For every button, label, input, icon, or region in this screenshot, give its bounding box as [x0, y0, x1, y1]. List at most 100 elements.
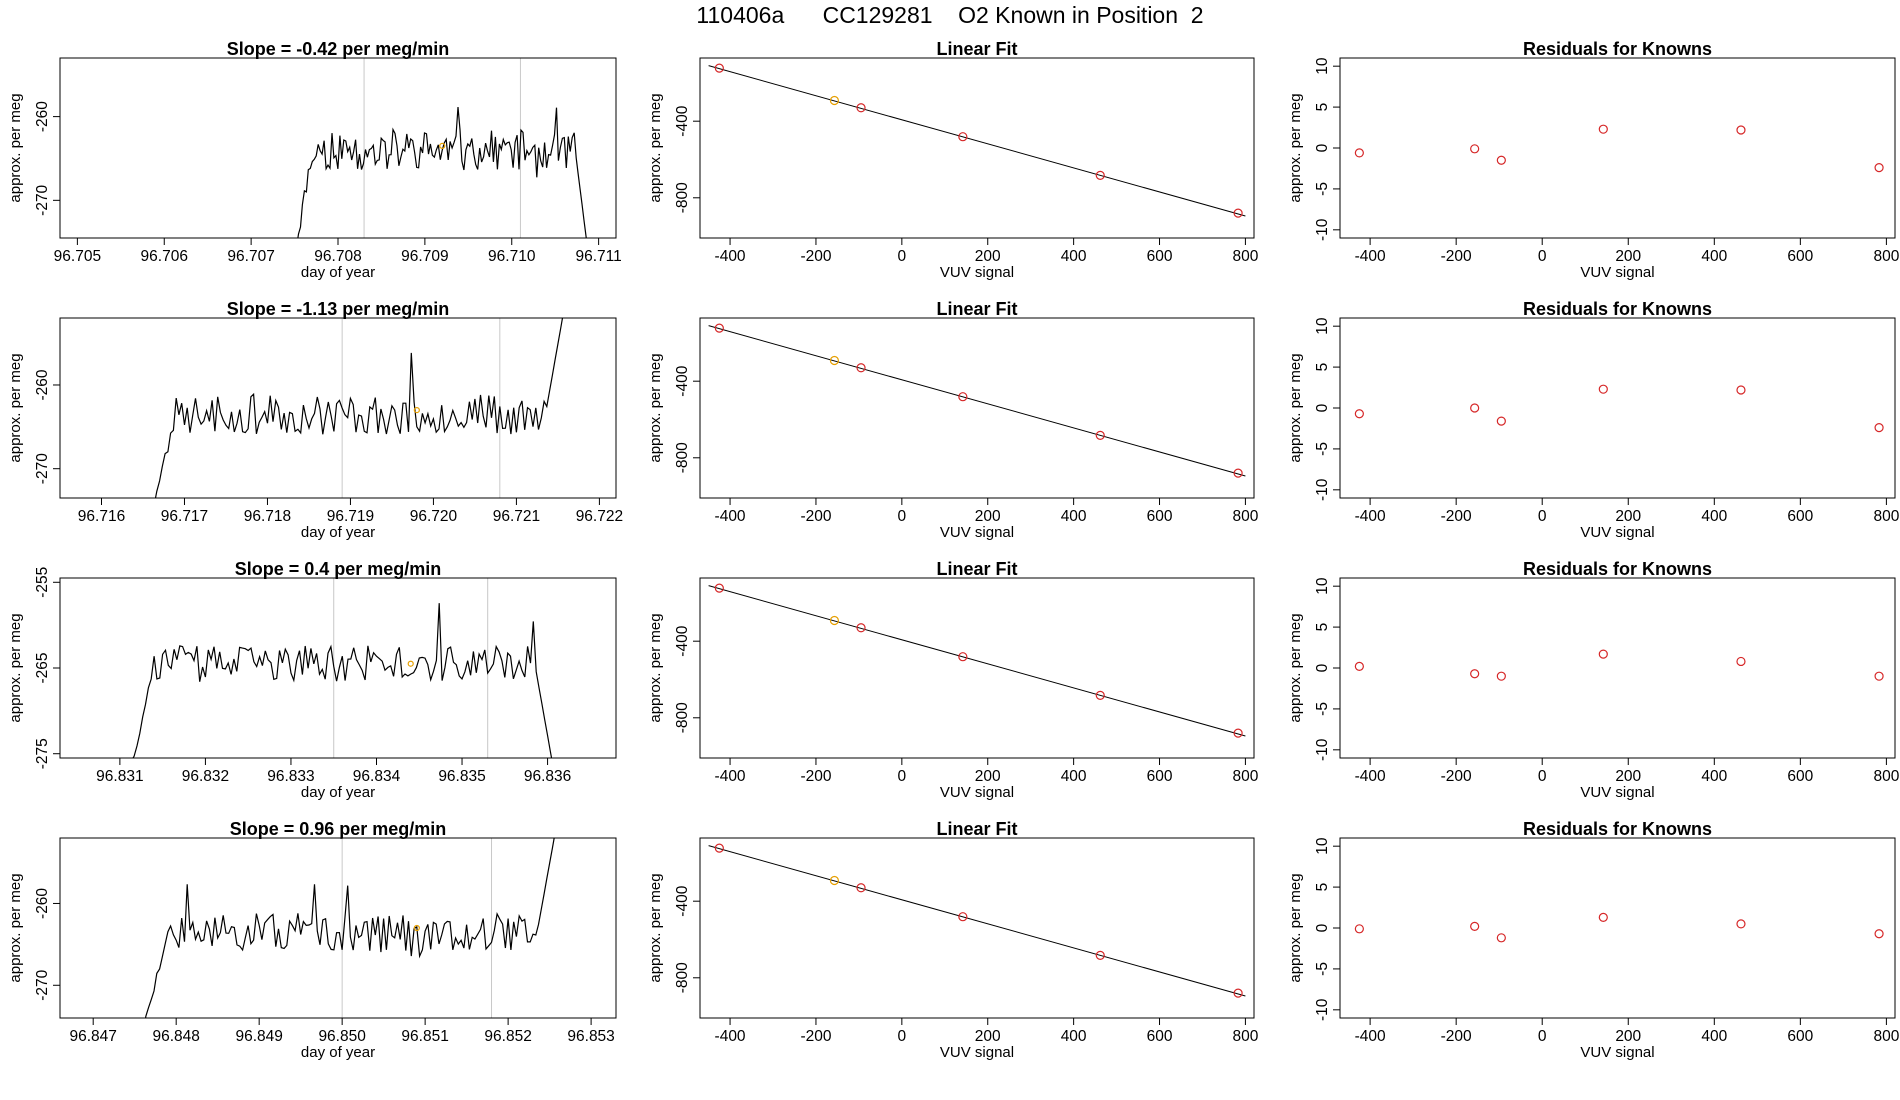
data-point [1470, 403, 1480, 413]
x-tick-label: 96.718 [244, 508, 291, 525]
x-tick-label: -400 [1355, 508, 1386, 525]
x-tick-label: 0 [1538, 248, 1547, 265]
y-tick-label: 0 [1314, 923, 1331, 932]
data-point [714, 583, 724, 593]
panel-r2-c3: Residuals for Knowns -400 -200 0 200 400 600 80… [1287, 299, 1900, 541]
plot-frame [1339, 317, 1896, 499]
data-point [856, 883, 866, 893]
data-point [1496, 416, 1506, 426]
x-axis-label: day of year [301, 1044, 375, 1061]
y-tick-label: -800 [674, 442, 691, 473]
x-tick-label: -400 [1355, 1028, 1386, 1045]
plot-frame [59, 317, 617, 499]
x-tick-label: 96.711 [575, 248, 621, 265]
data-point [829, 875, 840, 886]
panel-r3-c3: Residuals for Knowns -400 -200 0 200 400 600 80… [1287, 559, 1900, 801]
y-axis-label: approx. per meg [7, 93, 24, 202]
x-tick-label: 96.716 [78, 508, 125, 525]
data-point [714, 63, 724, 73]
y-tick-label: -10 [1314, 218, 1331, 241]
x-tick-label: 96.848 [152, 1028, 199, 1045]
y-tick-label: 10 [1314, 837, 1331, 855]
data-point [856, 623, 866, 633]
data-point [1095, 430, 1105, 440]
x-axis-label: VUV signal [940, 1044, 1014, 1061]
y-tick-label: -265 [34, 652, 51, 683]
y-tick-label: 5 [1314, 623, 1331, 632]
x-tick-label: 600 [1147, 248, 1173, 265]
page-title: 110406a CC129281 O2 Known in Position 2 [696, 2, 1204, 28]
plot-frame [699, 837, 1255, 1019]
y-tick-label: -260 [34, 101, 51, 132]
panel-title: Linear Fit [936, 819, 1017, 839]
data-point [1874, 423, 1884, 433]
y-axis-label: approx. per meg [1287, 873, 1304, 982]
y-axis-label: approx. per meg [1287, 93, 1304, 202]
y-tick-label: -10 [1314, 478, 1331, 501]
plot-frame [699, 317, 1255, 499]
x-tick-label: 96.836 [524, 768, 571, 785]
data-point [829, 95, 840, 106]
x-tick-label: 200 [1615, 508, 1641, 525]
data-point [1736, 385, 1746, 395]
panel-r4-c2: Linear Fit -400 -200 0 200 400 600 800 -400 -800 V… [647, 819, 1259, 1061]
highlight-point [413, 924, 420, 932]
x-tick-label: 200 [1615, 248, 1641, 265]
fit-line [708, 845, 1246, 997]
x-axis-label: VUV signal [1580, 784, 1654, 801]
panel-r3-c2: Linear Fit -400 -200 0 200 400 600 800 -400 -800 V… [647, 559, 1259, 801]
panel-title: Residuals for Knowns [1523, 559, 1712, 579]
x-tick-label: 200 [975, 248, 1001, 265]
y-axis-label: approx. per meg [1287, 353, 1304, 462]
data-point [1470, 921, 1480, 931]
y-axis-label: approx. per meg [647, 873, 664, 982]
y-axis-label: approx. per meg [7, 613, 24, 722]
plot-area [1354, 649, 1884, 681]
x-tick-label: 0 [898, 248, 907, 265]
panel-title: Linear Fit [936, 299, 1017, 319]
x-tick-label: 600 [1147, 1028, 1173, 1045]
plot-frame [1339, 577, 1896, 759]
series-line [132, 603, 553, 758]
data-point [1874, 929, 1884, 939]
fit-line [708, 325, 1246, 477]
x-tick-label: 800 [1873, 508, 1899, 525]
x-tick-label: 96.851 [401, 1028, 448, 1045]
x-tick-label: -200 [1441, 1028, 1472, 1045]
y-tick-label: -260 [34, 888, 51, 919]
x-tick-label: 600 [1787, 248, 1813, 265]
x-axis-label: VUV signal [940, 524, 1014, 541]
x-tick-label: -400 [715, 768, 746, 785]
panel-r2-c2: Linear Fit -400 -200 0 200 400 600 800 -400 -800 V… [647, 299, 1259, 541]
x-tick-label: 96.706 [141, 248, 188, 265]
panel-r1-c1: Slope = -0.42 per meg/min 96.705 96.706 96.… [7, 39, 622, 281]
data-point [829, 615, 840, 626]
series-line [154, 318, 564, 498]
y-axis-label: approx. per meg [647, 613, 664, 722]
y-tick-label: -5 [1314, 962, 1331, 976]
data-point [1598, 649, 1608, 659]
panel-r1-c2: Linear Fit -400 -200 0 200 400 600 800 -400 -800 V… [647, 39, 1259, 281]
plot-area [708, 843, 1246, 998]
plot-area [154, 318, 564, 498]
panel-title: Residuals for Knowns [1523, 819, 1712, 839]
data-point [1496, 155, 1506, 165]
data-point [1095, 950, 1105, 960]
x-tick-label: 400 [1061, 1028, 1087, 1045]
plot-frame [699, 57, 1255, 239]
data-point [1354, 924, 1364, 934]
data-point [1598, 384, 1608, 394]
y-tick-label: 10 [1314, 577, 1331, 595]
plot-frame [1339, 837, 1896, 1019]
data-point [1233, 468, 1243, 478]
x-tick-label: 200 [1615, 768, 1641, 785]
x-tick-label: 0 [1538, 508, 1547, 525]
data-point [1736, 656, 1746, 667]
x-tick-label: 96.834 [353, 768, 401, 785]
x-tick-label: 800 [1873, 768, 1899, 785]
x-tick-label: 96.709 [401, 248, 448, 265]
data-point [1470, 144, 1480, 154]
y-tick-label: 0 [1314, 403, 1331, 412]
plot-area [708, 583, 1246, 738]
data-point [1233, 988, 1243, 998]
